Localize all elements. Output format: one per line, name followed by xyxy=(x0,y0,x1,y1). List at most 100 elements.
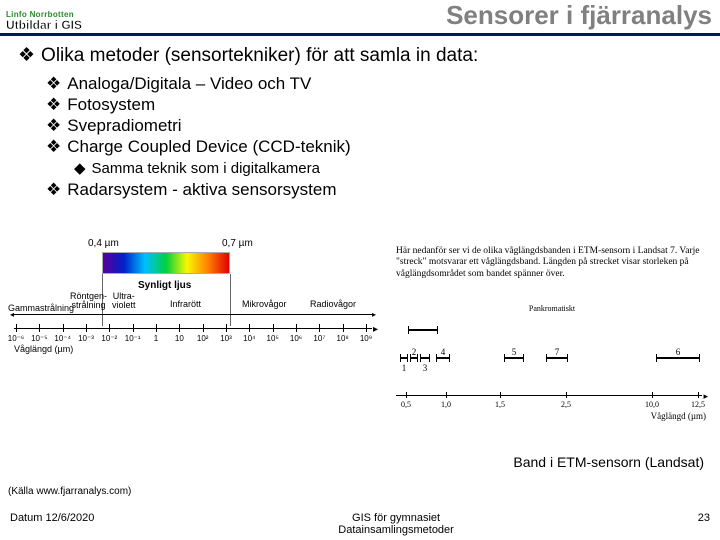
bullet-lvl2: ❖ Radarsystem - aktiva sensorsystem xyxy=(46,179,702,200)
lvl2-text: Svepradiometri xyxy=(67,115,181,136)
em-uv: Ultra- violett xyxy=(112,292,136,310)
band-axis: ▸ 0,51,01,52,510,012,5 Våglängd (µm) xyxy=(396,391,708,415)
axis-value: 0,5 xyxy=(401,400,411,409)
axis-line xyxy=(396,395,702,396)
axis-tick xyxy=(16,324,17,332)
band-number: 3 xyxy=(423,363,428,373)
band-segment xyxy=(410,357,418,359)
em-row: Gammastrålning Röntgen- strålning Ultra-… xyxy=(10,292,382,320)
square-icon: ◆ xyxy=(74,158,86,179)
bullet-lvl2: ❖ Analoga/Digitala – Video och TV xyxy=(46,73,702,94)
axis-xlabel: Våglängd (µm) xyxy=(14,344,73,354)
axis-tick xyxy=(133,324,134,332)
axis-tick xyxy=(39,324,40,332)
axis-tick xyxy=(406,392,407,398)
diamond-icon: ❖ xyxy=(18,44,35,69)
diamond-icon: ❖ xyxy=(46,115,61,136)
band-intro-text: Här nedanför ser vi de olika våglängdsba… xyxy=(396,246,708,280)
spectrum-top-labels: 0,4 µm 0,7 µm xyxy=(10,238,382,252)
axis-tick xyxy=(296,324,297,332)
axis-tick xyxy=(203,324,204,332)
axis-value: 10⁹ xyxy=(360,334,372,343)
source-text: (Källa www.fjarranalys.com) xyxy=(8,486,131,497)
axis-value: 10 xyxy=(175,334,184,343)
visible-bar xyxy=(50,252,342,276)
axis-value: 10⁻² xyxy=(101,334,117,343)
axis-tick xyxy=(179,324,180,332)
axis-value: 10⁴ xyxy=(243,334,255,343)
band-number: 7 xyxy=(555,347,560,357)
axis-tick xyxy=(63,324,64,332)
em-radio: Radiovågor xyxy=(310,300,356,309)
bullet-lvl2: ❖ Fotosystem xyxy=(46,94,702,115)
em-rontgen: Röntgen- strålning xyxy=(70,292,107,310)
pank-segment xyxy=(408,329,438,331)
axis-tick xyxy=(273,324,274,332)
em-gamma: Gammastrålning xyxy=(8,304,74,313)
band-caption: Band i ETM-sensorn (Landsat) xyxy=(513,454,704,470)
content: ❖ Olika metoder (sensortekniker) för att… xyxy=(0,36,720,200)
axis-value: 1,0 xyxy=(441,400,451,409)
band-number: 5 xyxy=(512,347,517,357)
band-segment xyxy=(436,357,450,359)
pank-label: Pankromatiskt xyxy=(396,304,708,313)
em-mikro: Mikrovågor xyxy=(242,300,287,309)
axis-tick xyxy=(86,324,87,332)
bullet-lvl2: ❖ Svepradiometri xyxy=(46,115,702,136)
footer-date: Datum 12/6/2020 xyxy=(10,512,94,536)
axis-tick xyxy=(156,324,157,332)
axis-value: 10⁵ xyxy=(267,334,279,343)
axis-value: 2,5 xyxy=(561,400,571,409)
axis-tick xyxy=(249,324,250,332)
header: Linfo Norrbotten Utbildar i GIS Sensorer… xyxy=(0,0,720,36)
band-number: 2 xyxy=(412,347,417,357)
em-arrows: ▸◂ xyxy=(14,314,372,322)
diamond-icon: ❖ xyxy=(46,136,61,157)
label-07: 0,7 µm xyxy=(222,238,253,249)
band-segment xyxy=(546,357,568,359)
spectrum-figure: 0,4 µm 0,7 µm Synligt ljus Gammastrålnin… xyxy=(10,238,382,352)
footer-mid1: GIS för gymnasiet xyxy=(352,512,440,524)
axis-tick xyxy=(109,324,110,332)
axis-value: 10⁸ xyxy=(337,334,349,343)
axis-value: 10⁶ xyxy=(290,334,302,343)
arrow-icon: ▸ xyxy=(373,324,378,335)
band-segment xyxy=(504,357,524,359)
axis-value: 10,0 xyxy=(645,400,659,409)
footer-mid: GIS för gymnasiet Datainsamlingsmetoder xyxy=(338,512,454,536)
axis-value: 10² xyxy=(197,334,209,343)
lvl2-text: Fotosystem xyxy=(67,94,155,115)
band-segment xyxy=(420,357,430,359)
axis-tick xyxy=(566,392,567,398)
band-number: 1 xyxy=(402,363,407,373)
axis-value: 10⁻⁶ xyxy=(8,334,24,343)
spectrum-gradient xyxy=(102,252,230,274)
band-xlabel: Våglängd (µm) xyxy=(651,411,706,421)
lvl1-text: Olika metoder (sensortekniker) för att s… xyxy=(41,44,478,69)
band-number: 6 xyxy=(676,347,681,357)
axis-value: 10⁻¹ xyxy=(125,334,141,343)
band-number: 4 xyxy=(441,347,446,357)
axis-value: 10⁷ xyxy=(313,334,325,343)
logo-sub: Utbildar i GIS xyxy=(6,19,82,31)
axis-tick xyxy=(446,392,447,398)
axis-value: 10⁻³ xyxy=(78,334,94,343)
axis-tick xyxy=(698,392,699,398)
diamond-icon: ❖ xyxy=(46,94,61,115)
axis-tick xyxy=(319,324,320,332)
logo: Linfo Norrbotten Utbildar i GIS xyxy=(6,11,82,31)
footer-page: 23 xyxy=(698,512,710,536)
axis-tick xyxy=(343,324,344,332)
band-figure: Pankromatiskt 1234576 ▸ 0,51,01,52,510,0… xyxy=(396,304,708,415)
lvl3-text: Samma teknik som i digitalkamera xyxy=(92,158,320,179)
axis-value: 1 xyxy=(154,334,158,343)
diamond-icon: ❖ xyxy=(46,179,61,200)
axis-line xyxy=(14,328,372,329)
band-segment xyxy=(400,357,408,359)
band-segment xyxy=(656,357,700,359)
spectrum-axis: ▸ 10⁻⁶10⁻⁵10⁻⁴10⁻³10⁻²10⁻¹11010²10³10⁴10… xyxy=(10,322,382,352)
axis-value: 1,5 xyxy=(495,400,505,409)
bullet-lvl3: ◆ Samma teknik som i digitalkamera xyxy=(74,158,702,179)
diamond-icon: ❖ xyxy=(46,73,61,94)
lvl2-text: Analoga/Digitala – Video och TV xyxy=(67,73,311,94)
